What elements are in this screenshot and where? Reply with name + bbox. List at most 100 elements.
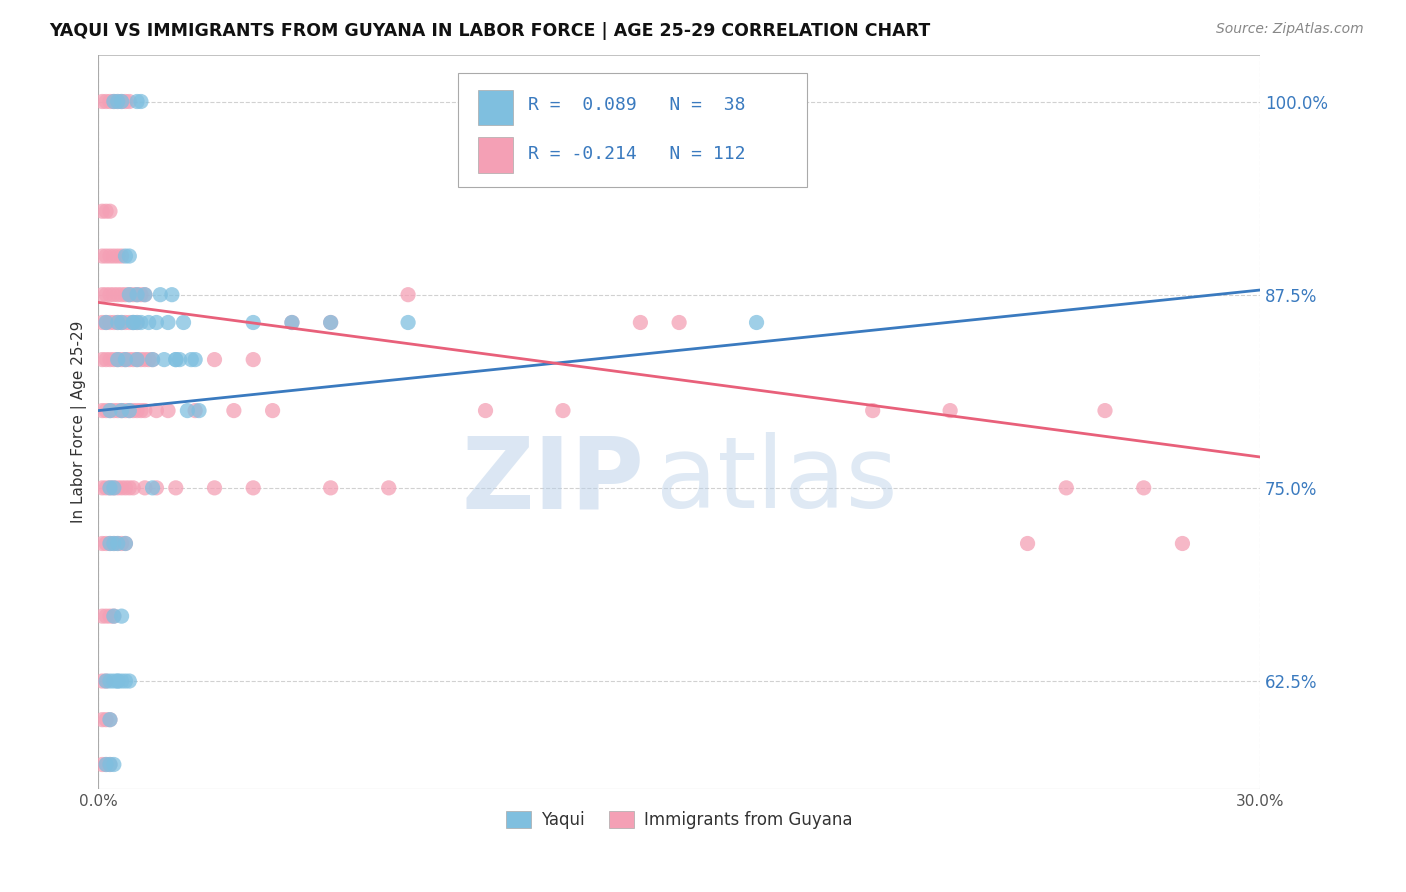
Point xyxy=(110,867,132,881)
Point xyxy=(628,316,651,330)
Point xyxy=(94,673,117,688)
Point xyxy=(118,403,141,417)
Point xyxy=(125,316,148,330)
Point xyxy=(134,352,156,367)
Point xyxy=(118,481,141,495)
Point xyxy=(91,481,114,495)
Point xyxy=(91,609,114,624)
Point xyxy=(125,352,148,367)
Point xyxy=(98,481,121,495)
Point xyxy=(125,403,148,417)
Point xyxy=(91,757,114,772)
Point xyxy=(110,609,132,624)
Point xyxy=(118,95,141,109)
Point xyxy=(94,204,117,219)
Point xyxy=(103,867,125,881)
Point xyxy=(125,95,148,109)
Point xyxy=(110,249,132,263)
Point xyxy=(94,757,117,772)
Point xyxy=(110,403,132,417)
Point xyxy=(125,287,148,301)
Point xyxy=(91,249,114,263)
Point xyxy=(204,481,226,495)
Point xyxy=(94,536,117,550)
Point xyxy=(94,287,117,301)
Legend: Yaqui, Immigrants from Guyana: Yaqui, Immigrants from Guyana xyxy=(499,805,859,836)
Point xyxy=(319,316,342,330)
Point xyxy=(242,352,264,367)
Point xyxy=(98,867,121,881)
Point xyxy=(110,95,132,109)
Point xyxy=(551,403,574,417)
Point xyxy=(114,287,136,301)
Point xyxy=(98,287,121,301)
Point xyxy=(114,249,136,263)
Point xyxy=(94,316,117,330)
Bar xyxy=(478,137,513,172)
Point xyxy=(138,316,160,330)
Point xyxy=(118,316,141,330)
Point xyxy=(242,481,264,495)
Point xyxy=(94,352,117,367)
Point xyxy=(377,481,399,495)
Point xyxy=(103,673,125,688)
Point xyxy=(114,481,136,495)
Point xyxy=(103,403,125,417)
Point xyxy=(98,249,121,263)
Point xyxy=(862,403,884,417)
Point xyxy=(122,481,145,495)
Point xyxy=(204,352,226,367)
Point xyxy=(165,481,187,495)
Point xyxy=(184,352,207,367)
Point xyxy=(134,403,156,417)
Point xyxy=(129,95,152,109)
Point xyxy=(98,757,121,772)
Point xyxy=(157,403,180,417)
Point xyxy=(94,249,117,263)
Bar xyxy=(478,89,513,125)
Point xyxy=(114,536,136,550)
Text: R = -0.214   N = 112: R = -0.214 N = 112 xyxy=(529,145,745,162)
Point xyxy=(103,95,125,109)
Point xyxy=(98,609,121,624)
Point xyxy=(1094,403,1116,417)
Point xyxy=(165,352,187,367)
Point xyxy=(1171,536,1194,550)
Point xyxy=(122,403,145,417)
Point xyxy=(94,316,117,330)
Point xyxy=(98,757,121,772)
Point xyxy=(149,287,172,301)
Point xyxy=(169,352,191,367)
Point xyxy=(94,95,117,109)
Point xyxy=(396,287,419,301)
Point xyxy=(110,673,132,688)
Point xyxy=(110,352,132,367)
Point xyxy=(91,287,114,301)
Point xyxy=(98,713,121,727)
Point xyxy=(319,481,342,495)
Text: YAQUI VS IMMIGRANTS FROM GUYANA IN LABOR FORCE | AGE 25-29 CORRELATION CHART: YAQUI VS IMMIGRANTS FROM GUYANA IN LABOR… xyxy=(49,22,931,40)
Point xyxy=(107,316,129,330)
Text: ZIP: ZIP xyxy=(461,433,644,530)
Point xyxy=(107,95,129,109)
Point xyxy=(319,316,342,330)
Point xyxy=(145,481,167,495)
Point xyxy=(118,403,141,417)
Point xyxy=(125,316,148,330)
Y-axis label: In Labor Force | Age 25-29: In Labor Force | Age 25-29 xyxy=(72,321,87,524)
Point xyxy=(474,403,496,417)
Point xyxy=(222,403,245,417)
Point xyxy=(98,536,121,550)
Point xyxy=(98,536,121,550)
Point xyxy=(110,481,132,495)
Point xyxy=(103,481,125,495)
Point xyxy=(98,316,121,330)
Point xyxy=(114,536,136,550)
Point xyxy=(110,316,132,330)
Point xyxy=(1017,536,1039,550)
Point xyxy=(939,403,962,417)
Point xyxy=(103,609,125,624)
Point xyxy=(134,481,156,495)
Point xyxy=(107,536,129,550)
Point xyxy=(145,316,167,330)
